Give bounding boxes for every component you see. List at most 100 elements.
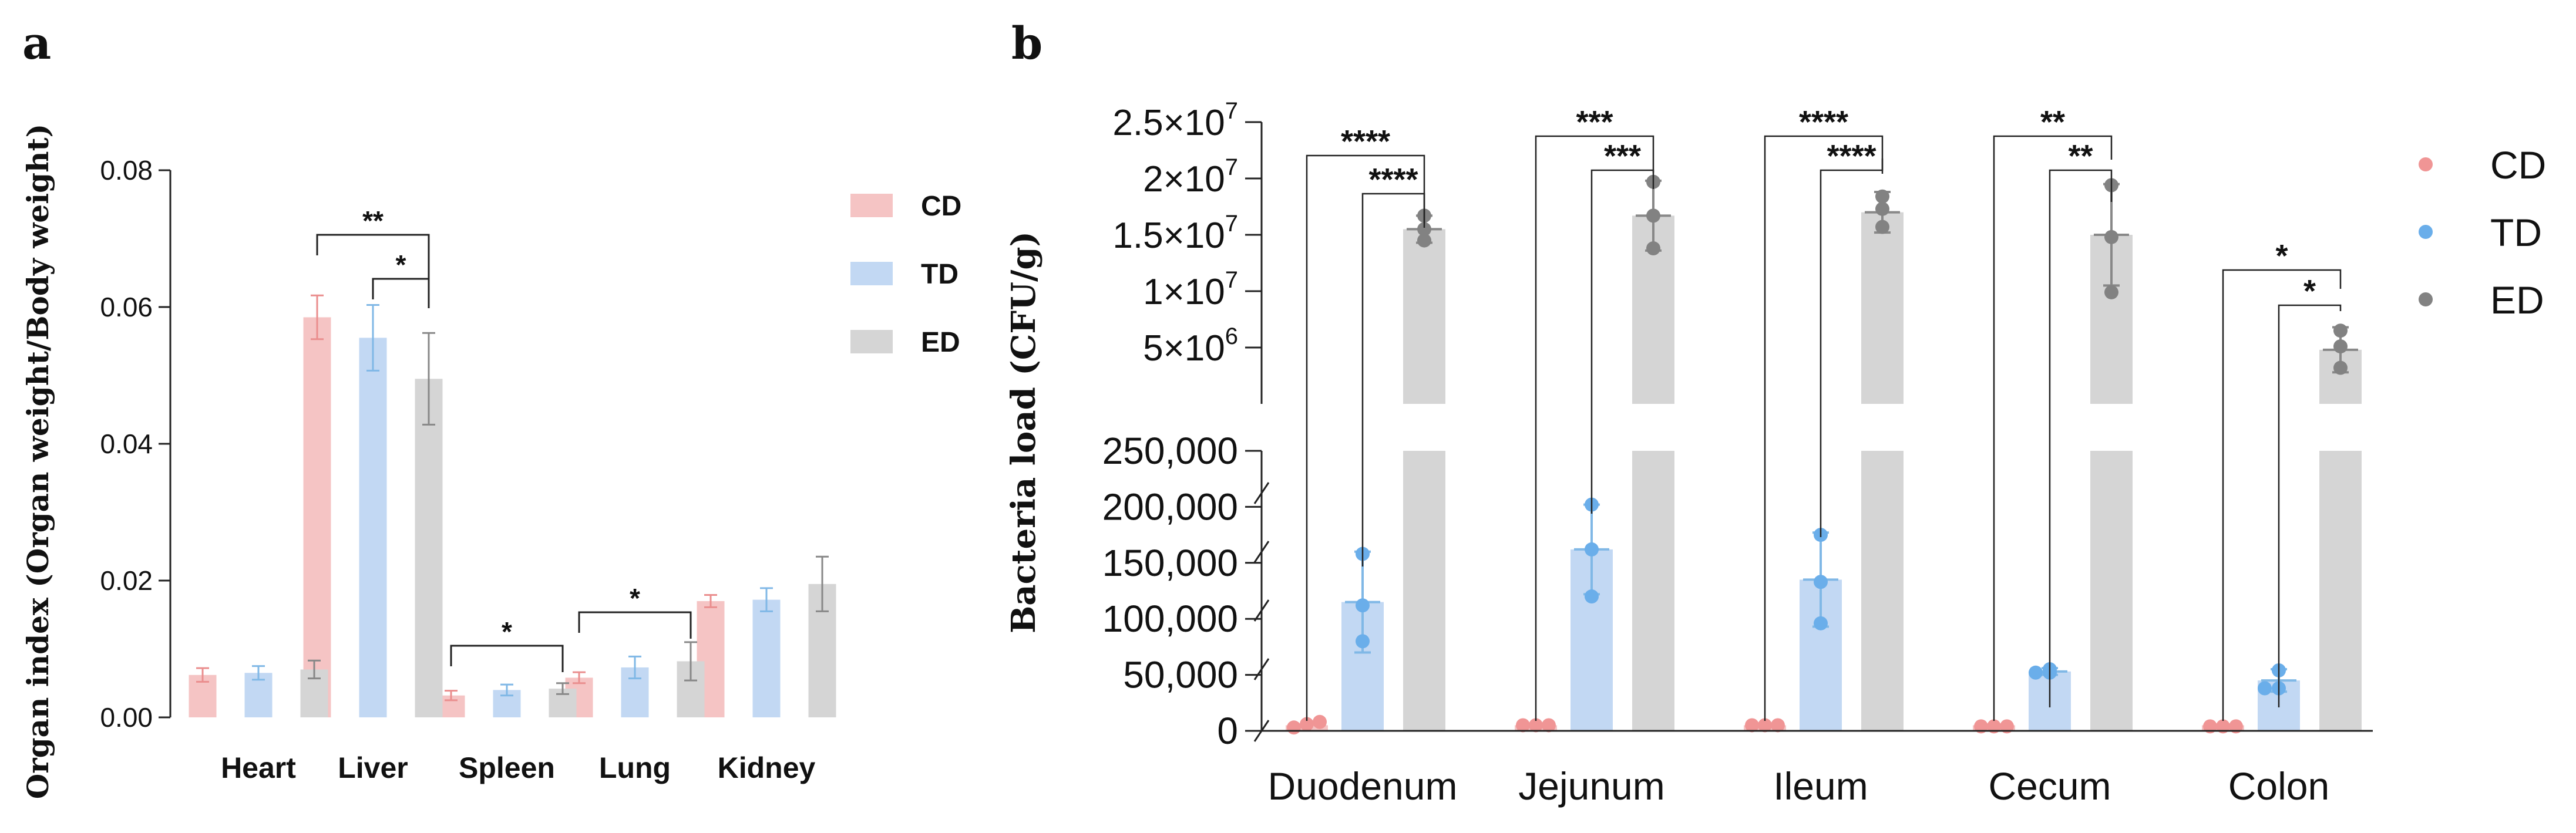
y-tick-label: 0.02: [100, 565, 153, 596]
x-tick-label: Spleen: [459, 751, 555, 784]
significance-label: ***: [1604, 139, 1641, 174]
x-tick-label: Ileum: [1773, 764, 1868, 808]
legend-swatch-cd: [850, 194, 893, 217]
significance-label: ****: [1827, 139, 1876, 174]
legend-label-ed: ED: [2490, 278, 2544, 322]
panel-a-label: a: [22, 17, 51, 69]
bar-td: [359, 338, 387, 717]
legend-swatch-ed: [850, 330, 893, 353]
data-point-cd: [1300, 717, 1314, 731]
significance-label: *: [2303, 274, 2316, 309]
data-point-ed: [1646, 241, 1660, 256]
y-tick-label: 2×107: [1143, 154, 1238, 200]
axis-break-mark: [1253, 599, 1270, 622]
bar-ed-lower: [2319, 451, 2362, 731]
significance-bracket: [2049, 169, 2113, 707]
data-point-cd: [2000, 719, 2014, 734]
data-point-ed: [1875, 189, 1889, 204]
significance-bracket: [1764, 135, 1884, 721]
bar-ed-upper: [1403, 229, 1445, 404]
data-point-cd: [1529, 718, 1543, 733]
y-tick-label: 0.00: [100, 702, 153, 733]
bar-ed-lower: [1861, 451, 1904, 731]
data-point-cd: [1771, 718, 1785, 733]
data-point-ed: [2333, 360, 2348, 375]
significance-label: *: [396, 249, 406, 280]
data-point-td: [1356, 598, 1370, 613]
axis-break-mark: [1253, 541, 1270, 563]
data-point-td: [1356, 634, 1370, 649]
axis-break-mark: [1253, 482, 1270, 504]
data-point-cd: [1987, 719, 2001, 734]
y-tick-label: 2.5×107: [1112, 98, 1238, 143]
data-point-ed: [1646, 208, 1660, 223]
legend-label-td: TD: [921, 259, 959, 290]
y-tick-label: 1.5×107: [1112, 211, 1238, 256]
significance-bracket: [2278, 304, 2342, 707]
data-point-cd: [2203, 719, 2217, 734]
significance-label: *: [502, 616, 512, 647]
significance-label: **: [2040, 104, 2065, 140]
data-point-cd: [1287, 720, 1301, 735]
data-point-cd: [1745, 718, 1759, 733]
y-tick-label: 200,000: [1102, 485, 1238, 528]
y-axis-label: Organ index (Organ weight/Body weight): [21, 124, 55, 800]
significance-bracket: [1306, 154, 1425, 721]
data-point-td: [2029, 665, 2043, 680]
significance-bracket: [1361, 193, 1425, 566]
data-point-td: [1585, 589, 1599, 604]
bar-cd: [303, 317, 331, 717]
y-tick-label: 0.04: [100, 429, 153, 459]
significance-bracket: [578, 611, 692, 639]
bar-td: [752, 599, 781, 717]
y-axis-label: Bacteria load (CFU/g): [1004, 231, 1043, 633]
significance-label: *: [630, 583, 640, 613]
x-tick-label: Cecum: [1988, 764, 2111, 808]
x-tick-label: Duodenum: [1268, 764, 1458, 808]
axis-break-mark: [1253, 658, 1270, 680]
y-tick-label: 1×107: [1143, 267, 1238, 312]
significance-label: ***: [1576, 104, 1613, 140]
significance-label: *: [2275, 238, 2288, 274]
significance-bracket: [2222, 269, 2342, 721]
y-tick-label: 50,000: [1123, 654, 1238, 696]
x-tick-label: Heart: [221, 751, 296, 784]
x-tick-label: Liver: [338, 751, 408, 784]
significance-label: ****: [1799, 104, 1848, 140]
data-point-ed: [2104, 230, 2118, 244]
x-tick-label: Jejunum: [1518, 764, 1664, 808]
legend-marker-ed: [2419, 292, 2433, 306]
legend-label-cd: CD: [2490, 143, 2546, 187]
x-tick-label: Colon: [2228, 764, 2329, 808]
data-point-cd: [1542, 718, 1556, 733]
significance-label: ****: [1341, 124, 1390, 159]
legend-label-td: TD: [2490, 211, 2542, 254]
legend-label-ed: ED: [921, 327, 960, 358]
panel-a-chart: 0.00 0.02 0.04 0.06 0.08 Organ index (Organ w…: [21, 124, 961, 800]
data-point-ed: [2104, 285, 2118, 299]
data-point-ed: [1875, 201, 1889, 216]
x-tick-label: Kidney: [718, 751, 816, 784]
significance-label: **: [2068, 139, 2093, 174]
data-point-ed: [1417, 233, 1431, 248]
significance-bracket: [1590, 169, 1654, 514]
data-point-ed: [2333, 323, 2348, 338]
legend-marker-td: [2419, 225, 2433, 239]
y-tick-label: 250,000: [1102, 430, 1238, 472]
data-point-td: [1814, 616, 1828, 630]
bar-ed-lower: [2090, 451, 2133, 731]
data-point-cd: [1516, 718, 1530, 733]
significance-bracket: [1535, 135, 1654, 721]
data-point-cd: [1974, 719, 1988, 734]
y-tick-label: 150,000: [1102, 542, 1238, 584]
data-point-td: [1814, 575, 1828, 589]
bar-ed-upper: [1861, 212, 1904, 404]
panel-b-label: b: [1011, 17, 1042, 69]
significance-bracket: [1820, 158, 1884, 537]
bar-ed-lower: [1403, 451, 1445, 731]
legend-marker-cd: [2419, 157, 2433, 171]
bar-ed: [415, 379, 443, 717]
significance-bracket: [316, 234, 430, 308]
y-tick-label: 0.06: [100, 292, 153, 322]
